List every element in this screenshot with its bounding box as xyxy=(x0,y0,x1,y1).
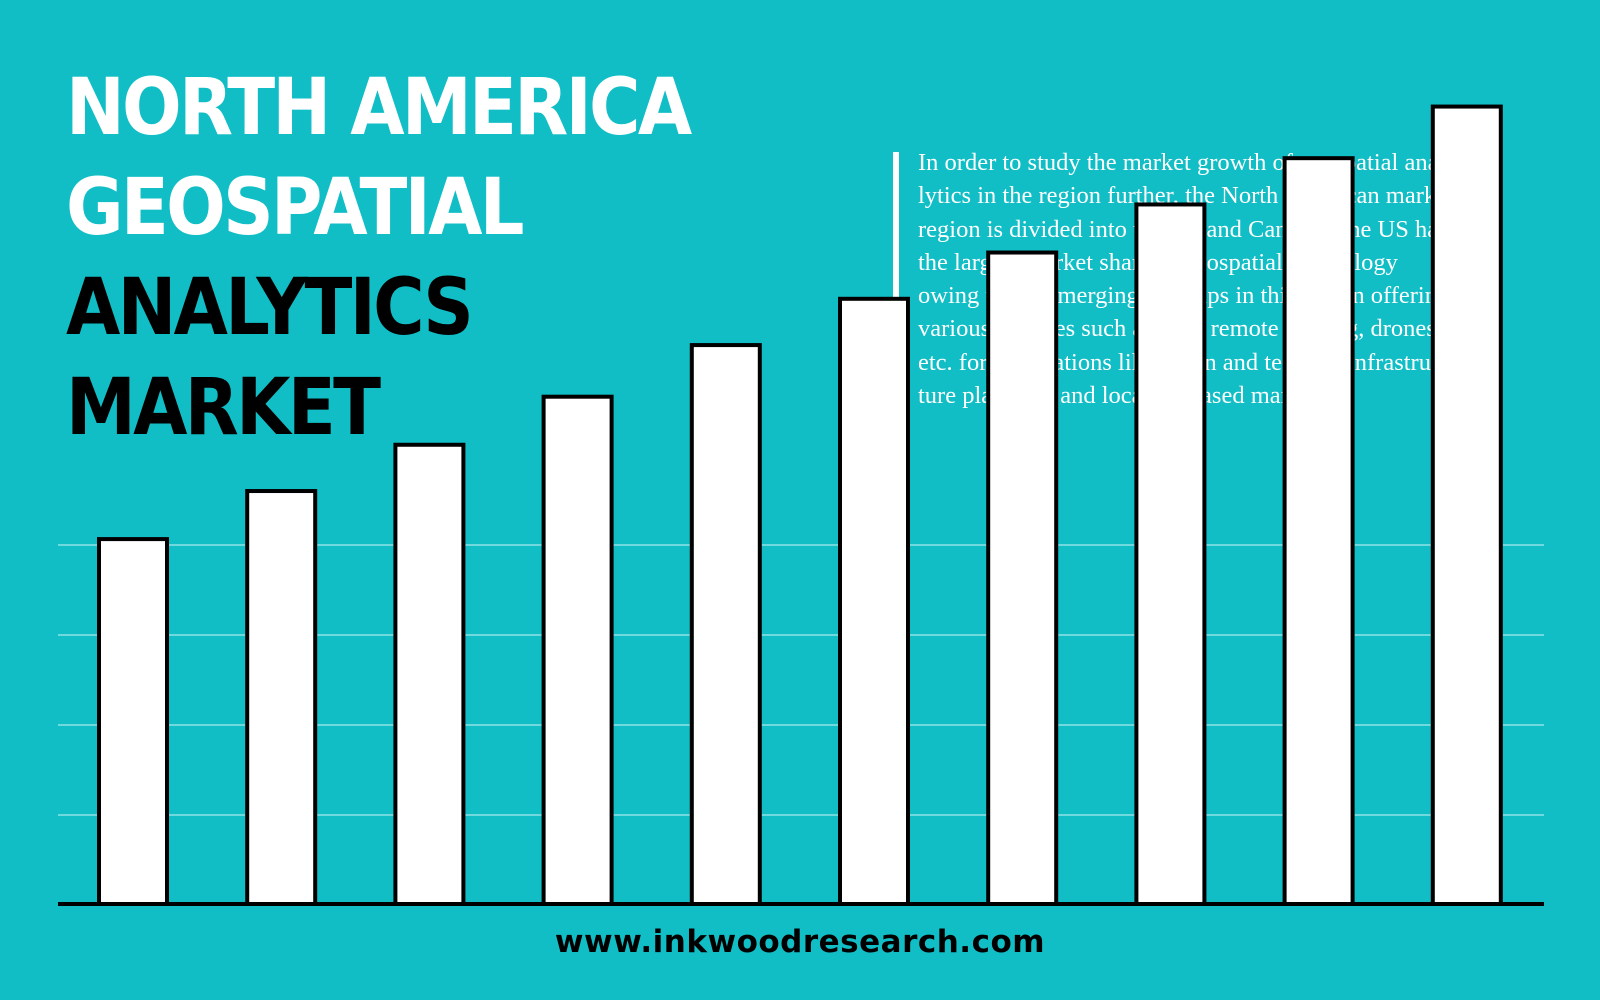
description-accent-bar xyxy=(893,152,899,348)
page-title: NORTH AMERICA GEOSPATIAL ANALYTICS MARKE… xyxy=(66,58,692,458)
bar-3 xyxy=(393,442,466,906)
bar-6 xyxy=(838,296,910,906)
title-line-2: GEOSPATIAL xyxy=(66,163,524,253)
bar-10 xyxy=(1430,104,1503,906)
title-line-1: NORTH AMERICA xyxy=(66,63,692,153)
website-url[interactable]: www.inkwoodresearch.com xyxy=(554,924,1046,960)
bar-9 xyxy=(1282,156,1355,906)
title-line-4: MARKET xyxy=(66,363,381,453)
bar-2 xyxy=(245,489,318,906)
bar-1 xyxy=(97,537,169,906)
title-line-3: ANALYTICS xyxy=(66,263,474,353)
bar-8 xyxy=(1134,202,1207,906)
description-line: In order to study the market growth of g… xyxy=(918,149,1447,176)
bar-5 xyxy=(689,343,762,906)
bar-4 xyxy=(541,394,614,906)
bar-7 xyxy=(986,250,1059,906)
